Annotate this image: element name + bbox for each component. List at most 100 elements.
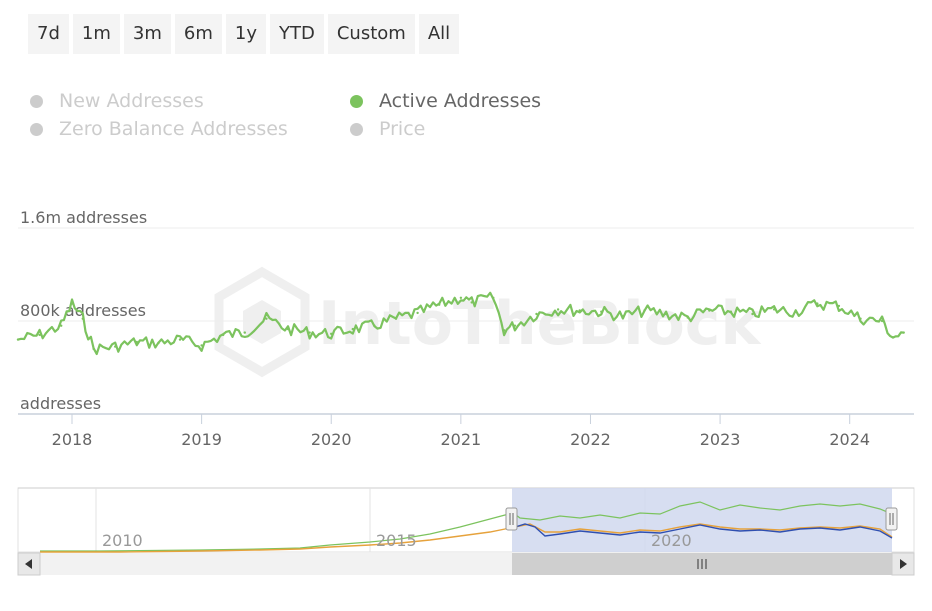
data-point <box>438 303 441 306</box>
series-line-active-addresses <box>17 291 904 356</box>
data-point <box>556 308 560 311</box>
data-point <box>60 324 63 327</box>
data-point <box>135 340 138 344</box>
data-point <box>178 338 182 341</box>
data-point <box>394 317 398 320</box>
legend-label: Price <box>379 118 426 140</box>
navigator: 2010 2015 2020 <box>17 487 915 576</box>
scrollbar-left-arrow[interactable] <box>17 552 41 576</box>
navigator-tick-label: 2020 <box>651 531 692 550</box>
data-point <box>81 317 85 320</box>
legend-dot-icon <box>30 122 43 136</box>
data-point <box>729 310 733 313</box>
navigator-selection[interactable] <box>512 488 892 552</box>
data-point <box>351 327 354 331</box>
data-point <box>416 311 419 315</box>
data-point <box>772 308 776 311</box>
data-point <box>816 302 819 305</box>
x-axis: 2018 2019 2020 2021 2022 2023 2024 <box>52 414 870 449</box>
data-point <box>308 331 311 334</box>
range-1m-button[interactable]: 1m <box>72 14 120 54</box>
data-point <box>535 312 538 316</box>
navigator-price-line <box>40 523 893 553</box>
data-point <box>664 312 668 316</box>
legend-label: Active Addresses <box>379 90 542 112</box>
legend-new-addresses[interactable]: New Addresses <box>30 90 204 112</box>
data-point <box>459 296 463 299</box>
data-point <box>265 317 268 320</box>
legend-zero-balance-addresses[interactable]: Zero Balance Addresses <box>30 118 288 140</box>
arrow-right-icon <box>900 559 907 569</box>
data-point <box>643 309 646 312</box>
data-point <box>708 309 711 312</box>
data-point <box>38 333 41 337</box>
data-point <box>902 331 905 334</box>
legend-active-addresses[interactable]: Active Addresses <box>350 90 541 112</box>
navigator-tick-label: 2010 <box>102 531 143 550</box>
data-point <box>502 329 506 332</box>
scrollbar-grip-icon <box>697 559 707 569</box>
legend-dot-icon <box>350 122 363 136</box>
navigator-labels: 2010 2015 2020 <box>102 531 692 550</box>
data-point <box>621 315 625 318</box>
main-chart: IntoTheBlock 1.6m addresses 800k addresse… <box>16 208 914 449</box>
data-point <box>373 324 376 327</box>
data-point <box>16 338 20 341</box>
data-point <box>114 345 117 348</box>
x-tick-label: 2021 <box>440 430 481 449</box>
data-point <box>859 317 862 320</box>
data-point <box>330 332 333 335</box>
legend: New Addresses Active Addresses Zero Bala… <box>30 90 630 146</box>
watermark: IntoTheBlock <box>214 266 762 378</box>
data-point <box>794 310 797 313</box>
data-point <box>891 336 895 339</box>
range-7d-button[interactable]: 7d <box>28 14 69 54</box>
data-point <box>751 312 754 316</box>
data-point <box>880 319 884 323</box>
x-tick-label: 2020 <box>311 430 352 449</box>
y-tick-label: 1.6m addresses <box>20 208 147 227</box>
y-tick-label: addresses <box>20 394 101 413</box>
legend-price[interactable]: Price <box>350 118 425 140</box>
range-selector: 7d 1m 3m 6m 1y YTD Custom All <box>28 14 460 54</box>
data-point <box>222 333 225 337</box>
data-point <box>70 302 74 305</box>
data-point <box>578 309 581 312</box>
data-point <box>686 316 689 319</box>
navigator-blue-line <box>511 523 893 539</box>
data-point <box>492 296 495 299</box>
range-6m-button[interactable]: 6m <box>174 14 222 54</box>
legend-dot-icon <box>30 94 43 108</box>
range-3m-button[interactable]: 3m <box>123 14 171 54</box>
watermark-text: IntoTheBlock <box>318 289 762 359</box>
range-all-button[interactable]: All <box>418 14 460 54</box>
arrow-left-icon <box>25 559 32 569</box>
x-tick-label: 2018 <box>52 430 93 449</box>
legend-label: New Addresses <box>59 90 204 112</box>
navigator-left-handle[interactable] <box>505 507 518 531</box>
navigator-right-handle[interactable] <box>885 507 898 531</box>
series-group <box>16 291 905 356</box>
x-tick-label: 2023 <box>700 430 741 449</box>
x-tick-label: 2022 <box>570 430 611 449</box>
range-ytd-button[interactable]: YTD <box>270 14 324 54</box>
data-point <box>92 347 95 351</box>
range-1y-button[interactable]: 1y <box>225 14 266 54</box>
grid <box>18 227 914 322</box>
x-tick-label: 2024 <box>829 430 870 449</box>
legend-dot-icon <box>350 94 363 108</box>
y-axis: 1.6m addresses 800k addresses addresses <box>20 208 147 413</box>
y-tick-label: 800k addresses <box>20 301 146 320</box>
data-point <box>600 310 603 313</box>
navigator-active-line <box>40 501 893 552</box>
data-point <box>157 341 160 345</box>
scrollbar-right-arrow[interactable] <box>891 552 915 576</box>
x-tick-label: 2019 <box>181 430 222 449</box>
data-point <box>243 331 246 334</box>
data-point <box>513 324 517 327</box>
data-point <box>470 301 473 304</box>
data-point <box>837 304 841 308</box>
navigator-tick-label: 2015 <box>376 531 417 550</box>
range-custom-button[interactable]: Custom <box>327 14 415 54</box>
data-point <box>200 344 203 347</box>
